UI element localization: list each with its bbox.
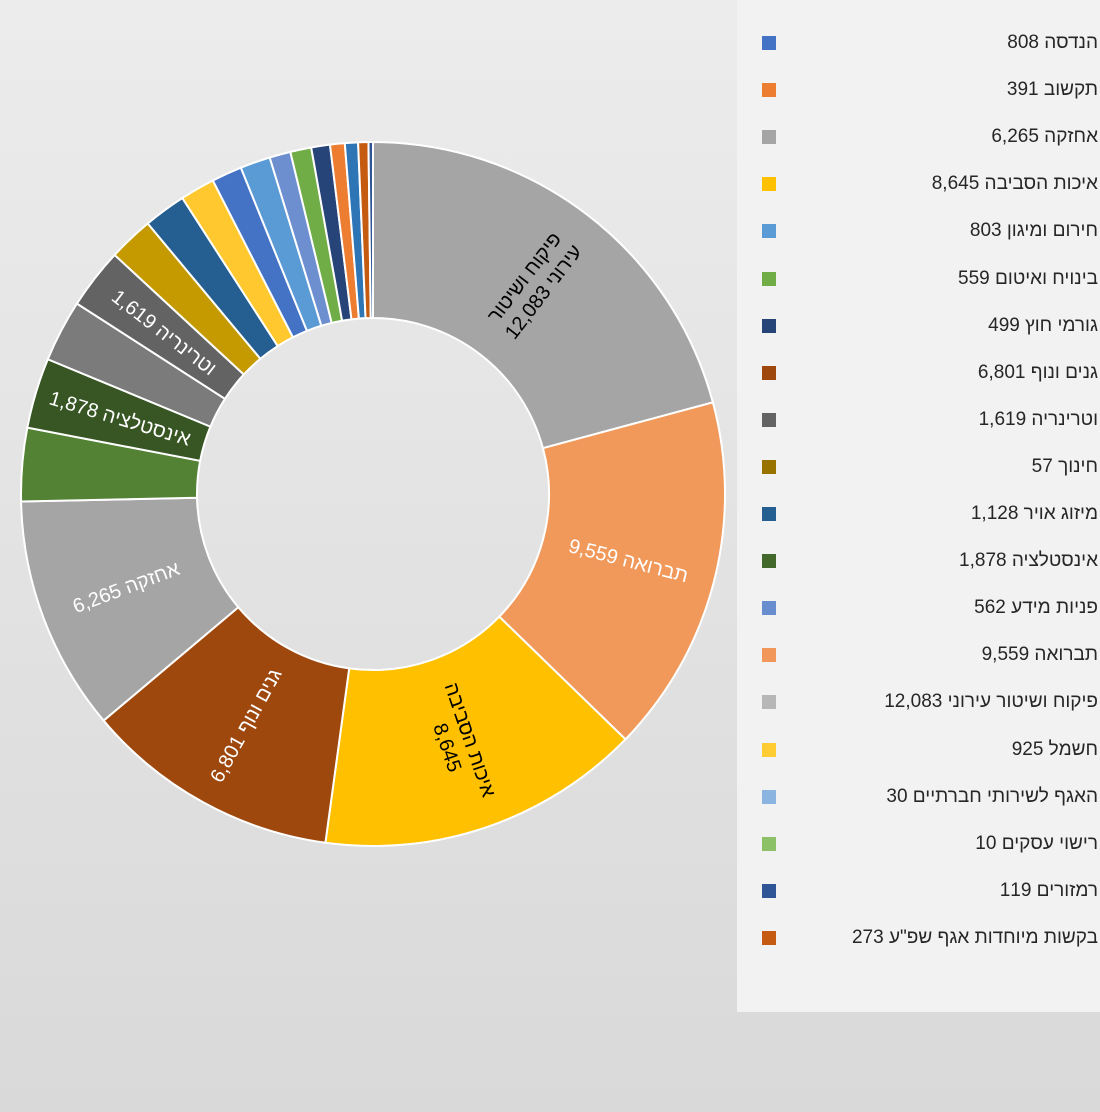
legend-label: בקשות מיוחדות אגף שפ"ע 273 — [851, 926, 1098, 948]
legend-item: חירום ומיגון 803 — [737, 219, 1100, 243]
donut-slice-4 — [20, 496, 240, 722]
legend-swatch — [762, 271, 776, 286]
legend-label: חשמל 925 — [1011, 738, 1098, 760]
legend-item: אינסטלציה 1,878 — [737, 549, 1100, 573]
legend-label: הנדסה 808 — [1007, 32, 1098, 53]
legend-item: וטרינריה 1,619 — [737, 408, 1100, 432]
legend-item: תברואה 9,559 — [737, 643, 1100, 667]
legend-label: חינוך 57 — [1031, 455, 1098, 477]
legend-item: רישוי עסקים 10 — [737, 832, 1100, 856]
legend-label: פיקוח ושיטור עירוני 12,083 — [884, 691, 1098, 713]
legend-label: מיזוג אויר 1,128 — [970, 503, 1098, 524]
legend-label: רמזורים 119 — [999, 879, 1098, 901]
legend-item: רמזורים 119 — [737, 879, 1100, 903]
legend-label: גנים ונוף 6,801 — [977, 361, 1098, 383]
legend-swatch — [762, 789, 776, 804]
legend-swatch — [762, 930, 776, 945]
legend-item: חינוך 57 — [737, 455, 1100, 479]
legend-label: האגף לשירותי חברתיים 30 — [886, 785, 1098, 807]
legend-swatch — [762, 648, 776, 663]
legend-swatch — [762, 318, 776, 333]
legend-item: איכות הסביבה 8,645 — [737, 172, 1100, 196]
legend-label: אינסטלציה 1,878 — [959, 550, 1098, 572]
legend-label: איכות הסביבה 8,645 — [931, 173, 1098, 195]
legend-item: גורמי חוץ 499 — [737, 314, 1100, 338]
legend-item: אחזקה 6,265 — [737, 125, 1100, 149]
legend-item: פיקוח ושיטור עירוני 12,083 — [737, 690, 1100, 714]
donut-slice-3 — [102, 605, 351, 844]
legend-label: רישוי עסקים 10 — [975, 832, 1098, 854]
donut-slice-0 — [372, 140, 715, 450]
legend-label: וטרינריה 1,619 — [978, 408, 1098, 430]
legend-item: חשמל 925 — [737, 738, 1100, 762]
legend-swatch — [762, 365, 776, 380]
donut-slice-2 — [324, 615, 627, 847]
legend-swatch — [762, 36, 776, 50]
donut-slice-20 — [367, 140, 374, 320]
legend-label: בינויח ואיטום 559 — [958, 267, 1098, 289]
legend-swatch — [762, 177, 776, 192]
legend-item: בינויח ואיטום 559 — [737, 267, 1100, 291]
legend-item: פניות מידע 562 — [737, 596, 1100, 620]
legend-label: חירום ומיגון 803 — [969, 220, 1098, 242]
legend-swatch — [762, 554, 776, 569]
legend-swatch — [762, 836, 776, 851]
legend-swatch — [762, 83, 776, 98]
legend-item: תקשוב 391 — [737, 78, 1100, 102]
legend-swatch — [762, 412, 776, 427]
legend-label: תברואה 9,559 — [981, 644, 1098, 666]
legend-item: האגף לשירותי חברתיים 30 — [737, 785, 1100, 809]
legend-label: גורמי חוץ 499 — [988, 314, 1098, 336]
legend-swatch — [762, 459, 776, 474]
legend: הנדסה 808 תקשוב 391 אחזקה 6,265 איכות הסביב… — [737, 0, 1100, 1012]
legend-label: אחזקה 6,265 — [991, 126, 1098, 148]
legend-swatch — [762, 742, 776, 757]
legend-item: בקשות מיוחדות אגף שפ"ע 273 — [737, 926, 1100, 950]
legend-swatch — [762, 130, 776, 145]
legend-swatch — [762, 507, 776, 521]
legend-swatch — [762, 695, 776, 710]
legend-swatch — [762, 224, 776, 239]
legend-item: הנדסה 808 — [737, 31, 1100, 55]
donut-slice-1 — [497, 401, 726, 741]
legend-swatch — [762, 883, 776, 898]
legend-label: תקשוב 391 — [1006, 79, 1098, 101]
legend-label: פניות מידע 562 — [974, 597, 1098, 619]
legend-item: גנים ונוף 6,801 — [737, 361, 1100, 385]
legend-item: מיזוג אויר 1,128 — [737, 502, 1100, 526]
legend-swatch — [762, 601, 776, 616]
